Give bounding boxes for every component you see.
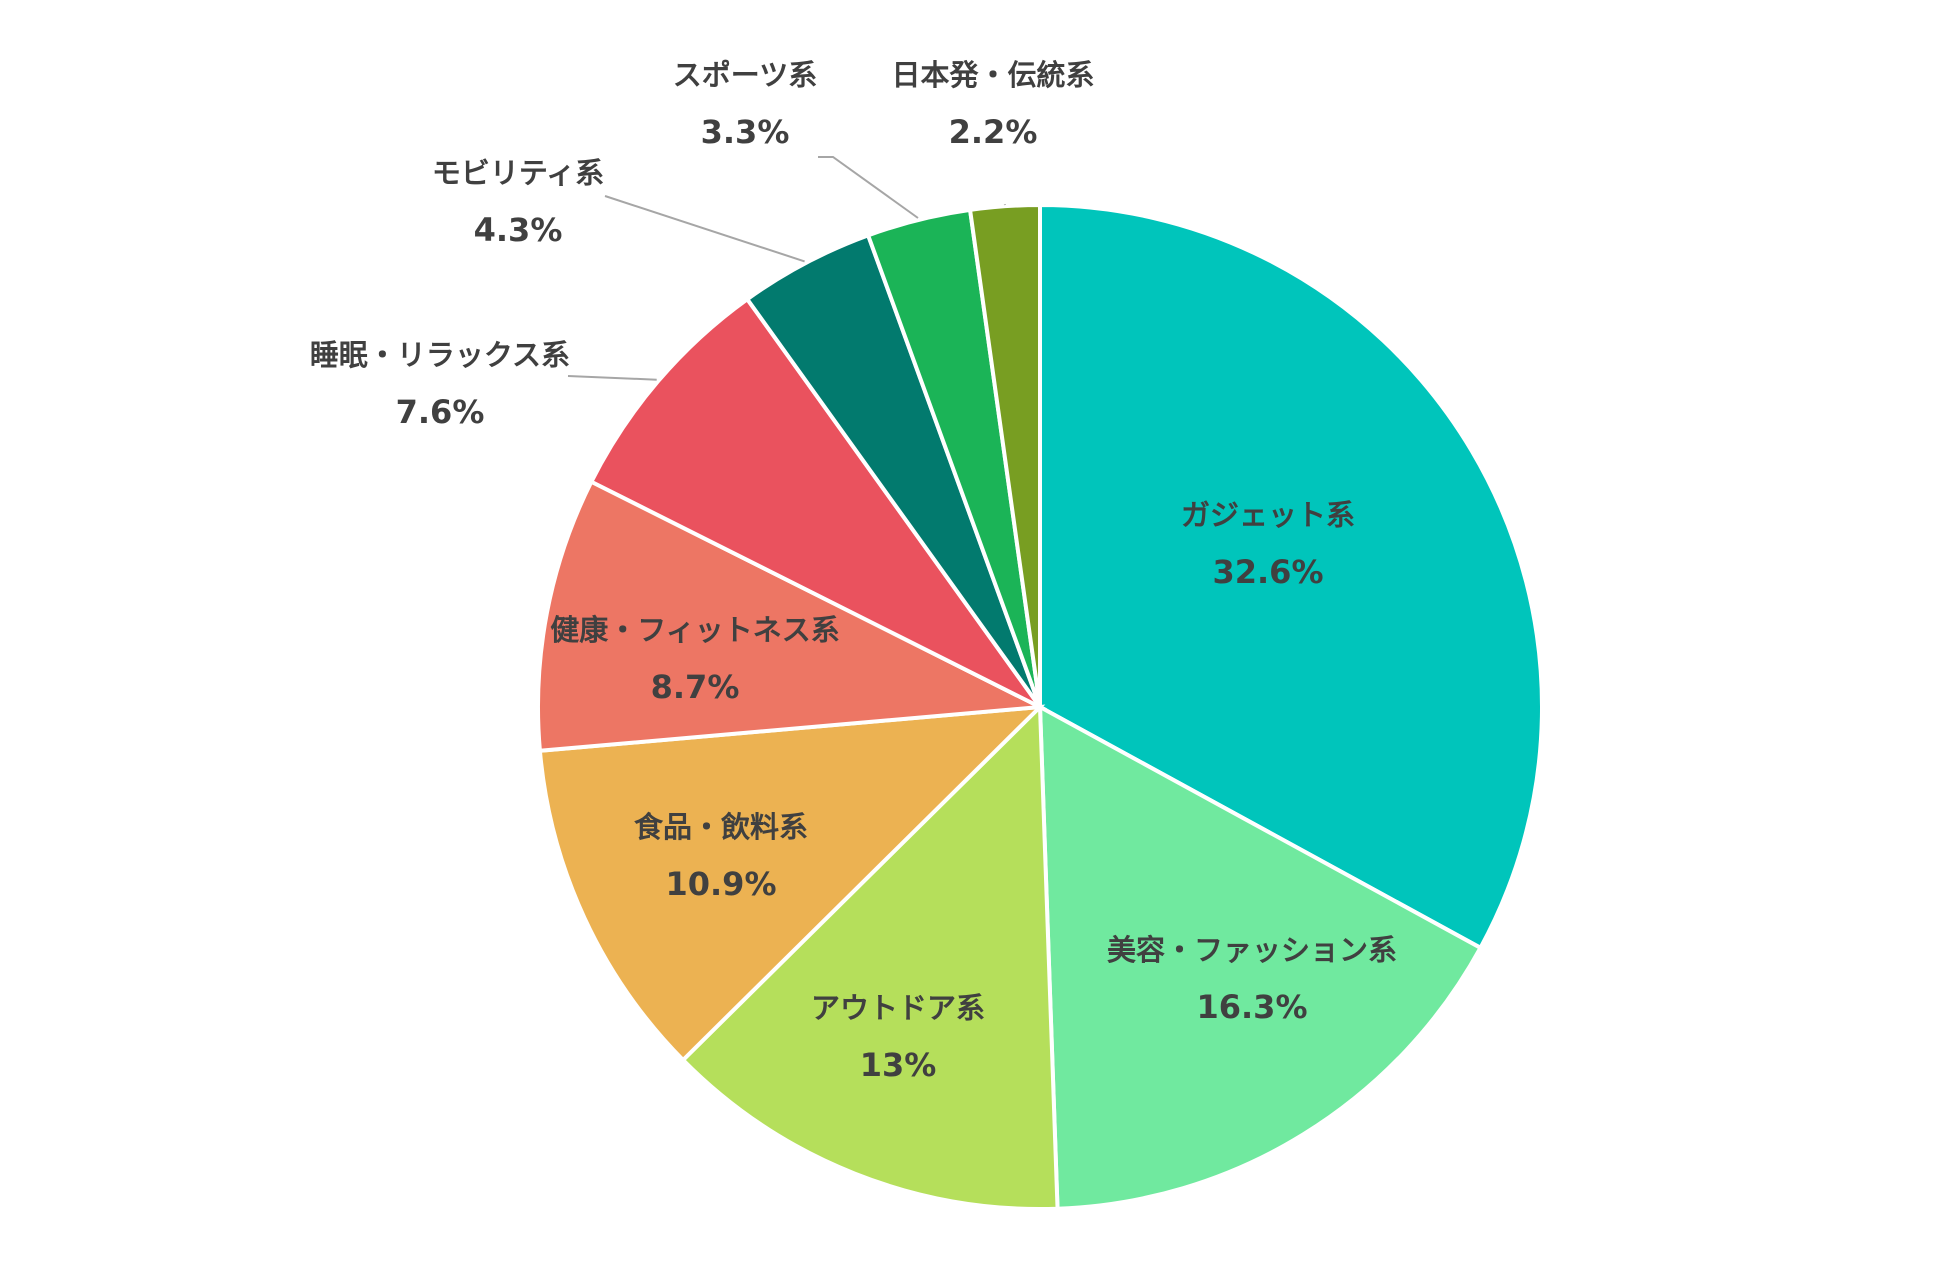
pie-slice-4 — [537, 704, 1046, 1063]
slice-label-value-3: 13% — [860, 1046, 937, 1084]
leader-lines — [567, 156, 1006, 381]
slice-label-value-8: 3.3% — [701, 113, 790, 151]
slice-label-value-5: 8.7% — [651, 668, 740, 706]
slice-label-value-1: 32.6% — [1212, 553, 1323, 591]
slice-label-name-1: ガジェット系 — [1181, 498, 1355, 532]
slice-label-name-2: 美容・ファッション系 — [1107, 933, 1397, 967]
slice-label-value-6: 7.6% — [396, 393, 485, 431]
slice-labels: ガジェット系 32.6% 美容・ファッション系 16.3% アウトドア系 13% 食品・飲料… — [310, 58, 1397, 1084]
pie-slice-1 — [1038, 202, 1544, 951]
slice-label-name-4: 食品・飲料系 — [634, 810, 808, 844]
slice-label-value-9: 2.2% — [949, 113, 1038, 151]
slice-label-name-6: 睡眠・リラックス系 — [310, 338, 570, 372]
slice-label-value-2: 16.3% — [1196, 988, 1307, 1026]
slice-label-name-5: 健康・フィットネス系 — [550, 613, 839, 647]
pie-slice-6 — [588, 296, 1042, 709]
slice-label-value-4: 10.9% — [665, 865, 776, 903]
pie-slice-5 — [536, 479, 1048, 753]
leader-line-8 — [818, 156, 919, 219]
slice-label-name-8: スポーツ系 — [673, 58, 817, 92]
pie-slice-2 — [1037, 703, 1484, 1211]
leader-line-7 — [604, 195, 805, 263]
pie-slice-9 — [967, 202, 1042, 708]
slice-label-name-9: 日本発・伝統系 — [891, 58, 1094, 92]
leader-line-6 — [567, 375, 657, 381]
slice-label-name-7: モビリティ系 — [432, 156, 604, 190]
pie-slice-3 — [680, 702, 1060, 1211]
slice-label-value-7: 4.3% — [474, 211, 563, 249]
slice-label-name-3: アウトドア系 — [811, 991, 985, 1025]
pie-slices — [536, 202, 1544, 1211]
